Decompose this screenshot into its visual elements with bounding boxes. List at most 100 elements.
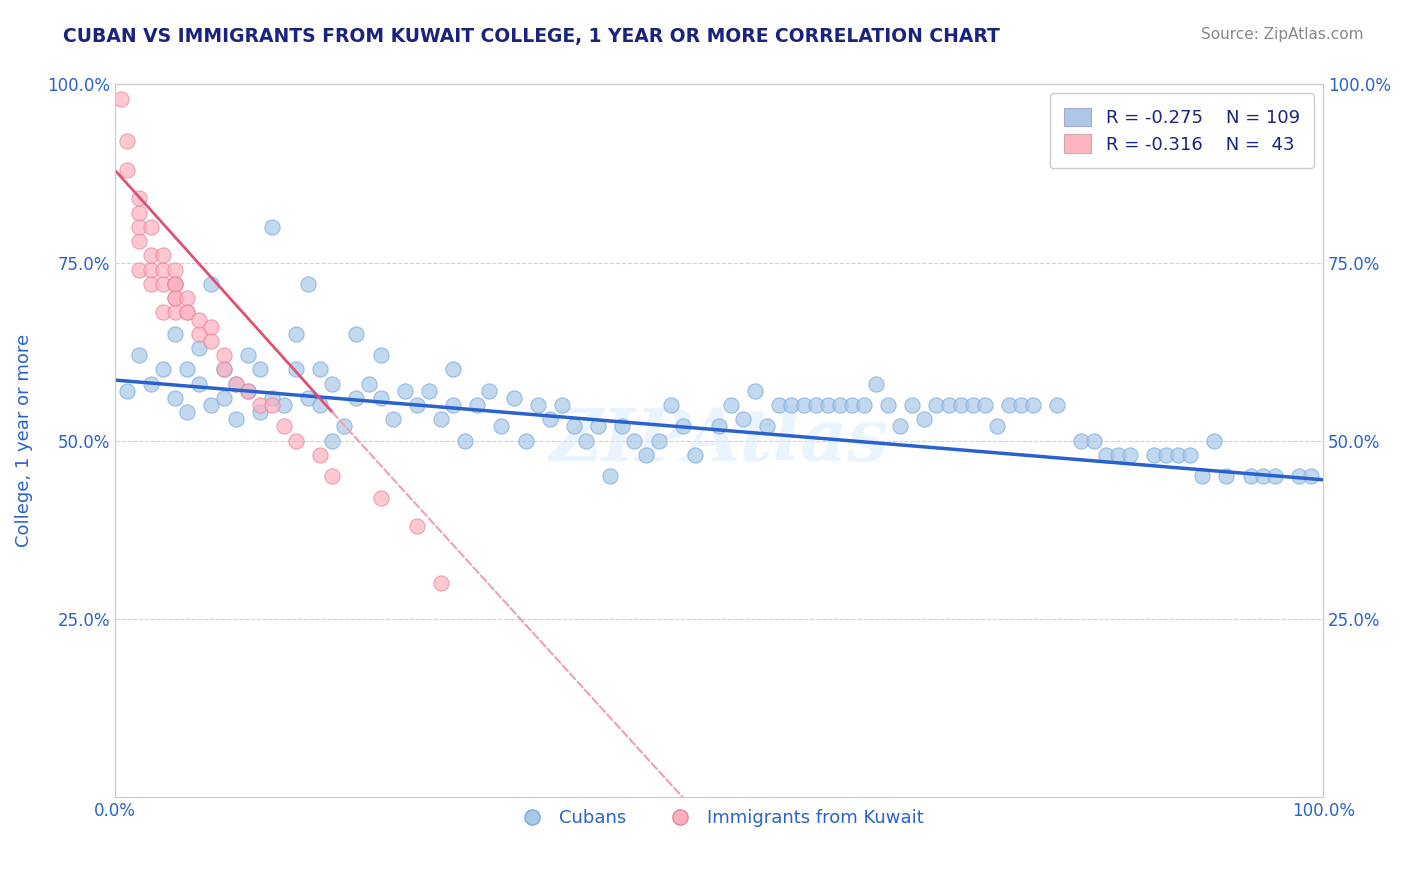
Point [912,412,935,426]
Point [188,326,211,341]
Point [491,419,513,434]
Point [586,419,609,434]
Point [502,391,524,405]
Point [1239,469,1261,483]
Point [1070,434,1092,448]
Point [200,334,222,348]
Point [817,398,839,412]
Point [828,398,851,412]
Point [780,398,803,412]
Point [901,398,924,412]
Point [430,576,453,591]
Point [309,398,332,412]
Text: CUBAN VS IMMIGRANTS FROM KUWAIT COLLEGE, 1 YEAR OR MORE CORRELATION CHART: CUBAN VS IMMIGRANTS FROM KUWAIT COLLEGE,… [63,27,1000,45]
Point [973,398,995,412]
Point [647,434,669,448]
Point [405,519,427,533]
Point [152,362,174,376]
Point [768,398,790,412]
Point [200,319,222,334]
Point [793,398,815,412]
Point [176,405,198,419]
Point [212,362,235,376]
Point [128,191,150,205]
Point [285,326,308,341]
Point [212,362,235,376]
Point [1180,448,1202,462]
Point [430,412,453,426]
Point [236,384,259,398]
Point [986,419,1008,434]
Point [998,398,1021,412]
Point [273,419,295,434]
Point [139,277,162,291]
Point [612,419,634,434]
Point [249,405,271,419]
Point [1167,448,1189,462]
Point [165,277,187,291]
Point [165,305,187,319]
Point [394,384,416,398]
Point [1010,398,1032,412]
Point [321,434,343,448]
Point [1264,469,1286,483]
Point [165,391,187,405]
Point [346,391,368,405]
Point [381,412,404,426]
Point [128,234,150,248]
Point [925,398,948,412]
Point [575,434,598,448]
Point [1094,448,1116,462]
Legend: Cubans, Immigrants from Kuwait: Cubans, Immigrants from Kuwait [506,802,931,834]
Point [285,434,308,448]
Point [1143,448,1166,462]
Point [1299,469,1322,483]
Point [1204,434,1226,448]
Point [1215,469,1237,483]
Point [599,469,621,483]
Point [562,419,585,434]
Point [672,419,695,434]
Point [188,376,211,391]
Point [551,398,574,412]
Y-axis label: College, 1 year or more: College, 1 year or more [15,334,32,547]
Point [441,398,464,412]
Point [115,162,138,177]
Point [115,135,138,149]
Point [176,305,198,319]
Point [804,398,827,412]
Point [733,412,755,426]
Point [110,92,132,106]
Point [465,398,488,412]
Point [683,448,706,462]
Point [346,326,368,341]
Point [249,362,271,376]
Point [659,398,682,412]
Point [260,398,283,412]
Point [165,291,187,305]
Point [949,398,972,412]
Point [454,434,477,448]
Point [321,376,343,391]
Point [200,277,222,291]
Point [478,384,501,398]
Point [1046,398,1069,412]
Point [115,384,138,398]
Point [1119,448,1142,462]
Point [865,376,887,391]
Point [1107,448,1129,462]
Point [418,384,440,398]
Point [188,341,211,355]
Point [152,248,174,262]
Point [370,391,392,405]
Point [841,398,863,412]
Point [236,348,259,362]
Point [176,305,198,319]
Point [309,448,332,462]
Point [370,491,392,505]
Point [405,398,427,412]
Point [260,391,283,405]
Point [165,277,187,291]
Point [273,398,295,412]
Point [152,277,174,291]
